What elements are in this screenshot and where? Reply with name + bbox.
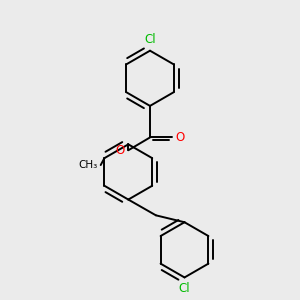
- Text: Cl: Cl: [179, 282, 190, 296]
- Text: O: O: [176, 131, 185, 144]
- Text: Cl: Cl: [144, 33, 156, 46]
- Text: CH₃: CH₃: [79, 160, 98, 170]
- Text: O: O: [115, 144, 124, 157]
